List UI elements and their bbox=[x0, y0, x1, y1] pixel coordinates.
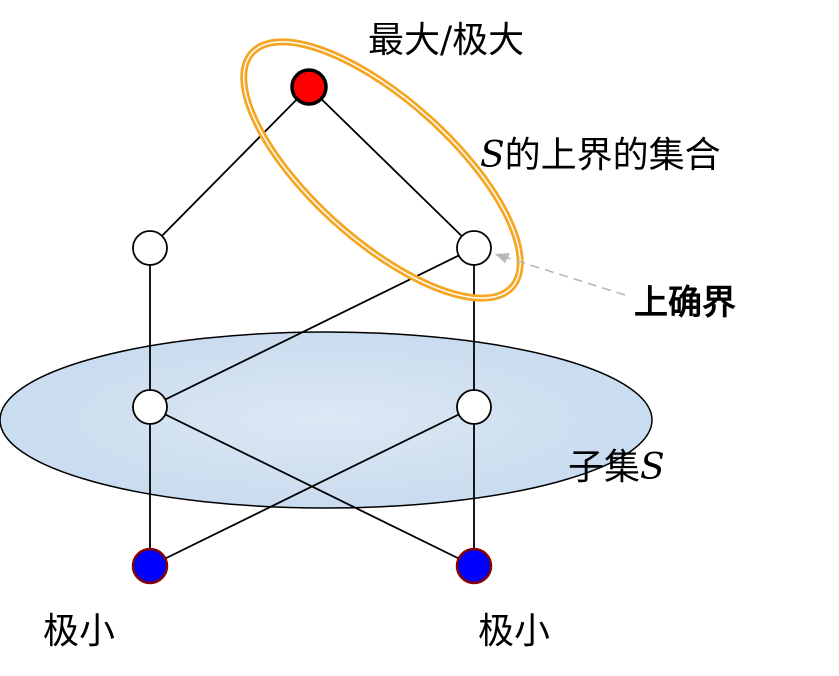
label-upper-bounds-rest: 的上界的集合 bbox=[505, 135, 721, 176]
max-node bbox=[290, 68, 328, 106]
label-supremum: 上确界 bbox=[634, 283, 736, 323]
min-left-node bbox=[131, 547, 169, 585]
subset-s-ellipse bbox=[0, 331, 653, 509]
supremum-arrow bbox=[495, 253, 626, 296]
edge-upright-midleft bbox=[149, 247, 475, 408]
edges bbox=[149, 86, 475, 567]
label-max: 最大/极大 bbox=[368, 20, 524, 61]
label-upper-bounds: S的上界的集合 bbox=[480, 135, 721, 176]
edge-top-left bbox=[149, 86, 310, 249]
label-min-right: 极小 bbox=[478, 611, 550, 652]
min-right-node bbox=[455, 547, 493, 585]
label-subset: 子集S bbox=[568, 447, 665, 488]
edge-midright-botleft bbox=[149, 406, 475, 567]
upper-left-node bbox=[132, 230, 168, 266]
edge-top-right bbox=[308, 86, 475, 249]
label-min-left: 极小 bbox=[43, 611, 115, 652]
subset-left-node bbox=[132, 389, 168, 425]
label-subset-var: S bbox=[640, 447, 665, 488]
upper-bounds-ellipse bbox=[240, 38, 524, 302]
label-upper-bounds-var: S bbox=[480, 135, 505, 176]
supremum-node bbox=[456, 230, 492, 266]
subset-right-node bbox=[456, 389, 492, 425]
label-subset-prefix: 子集 bbox=[568, 447, 640, 488]
